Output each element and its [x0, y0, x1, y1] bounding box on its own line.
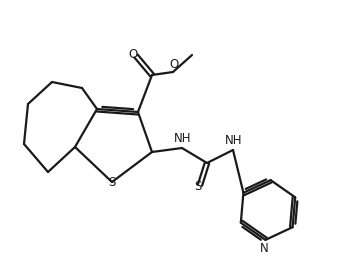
- Text: S: S: [194, 181, 202, 193]
- Text: S: S: [108, 177, 116, 189]
- Text: O: O: [128, 49, 138, 61]
- Text: NH: NH: [225, 135, 243, 147]
- Text: NH: NH: [174, 132, 192, 146]
- Text: O: O: [169, 58, 178, 70]
- Text: N: N: [260, 242, 269, 255]
